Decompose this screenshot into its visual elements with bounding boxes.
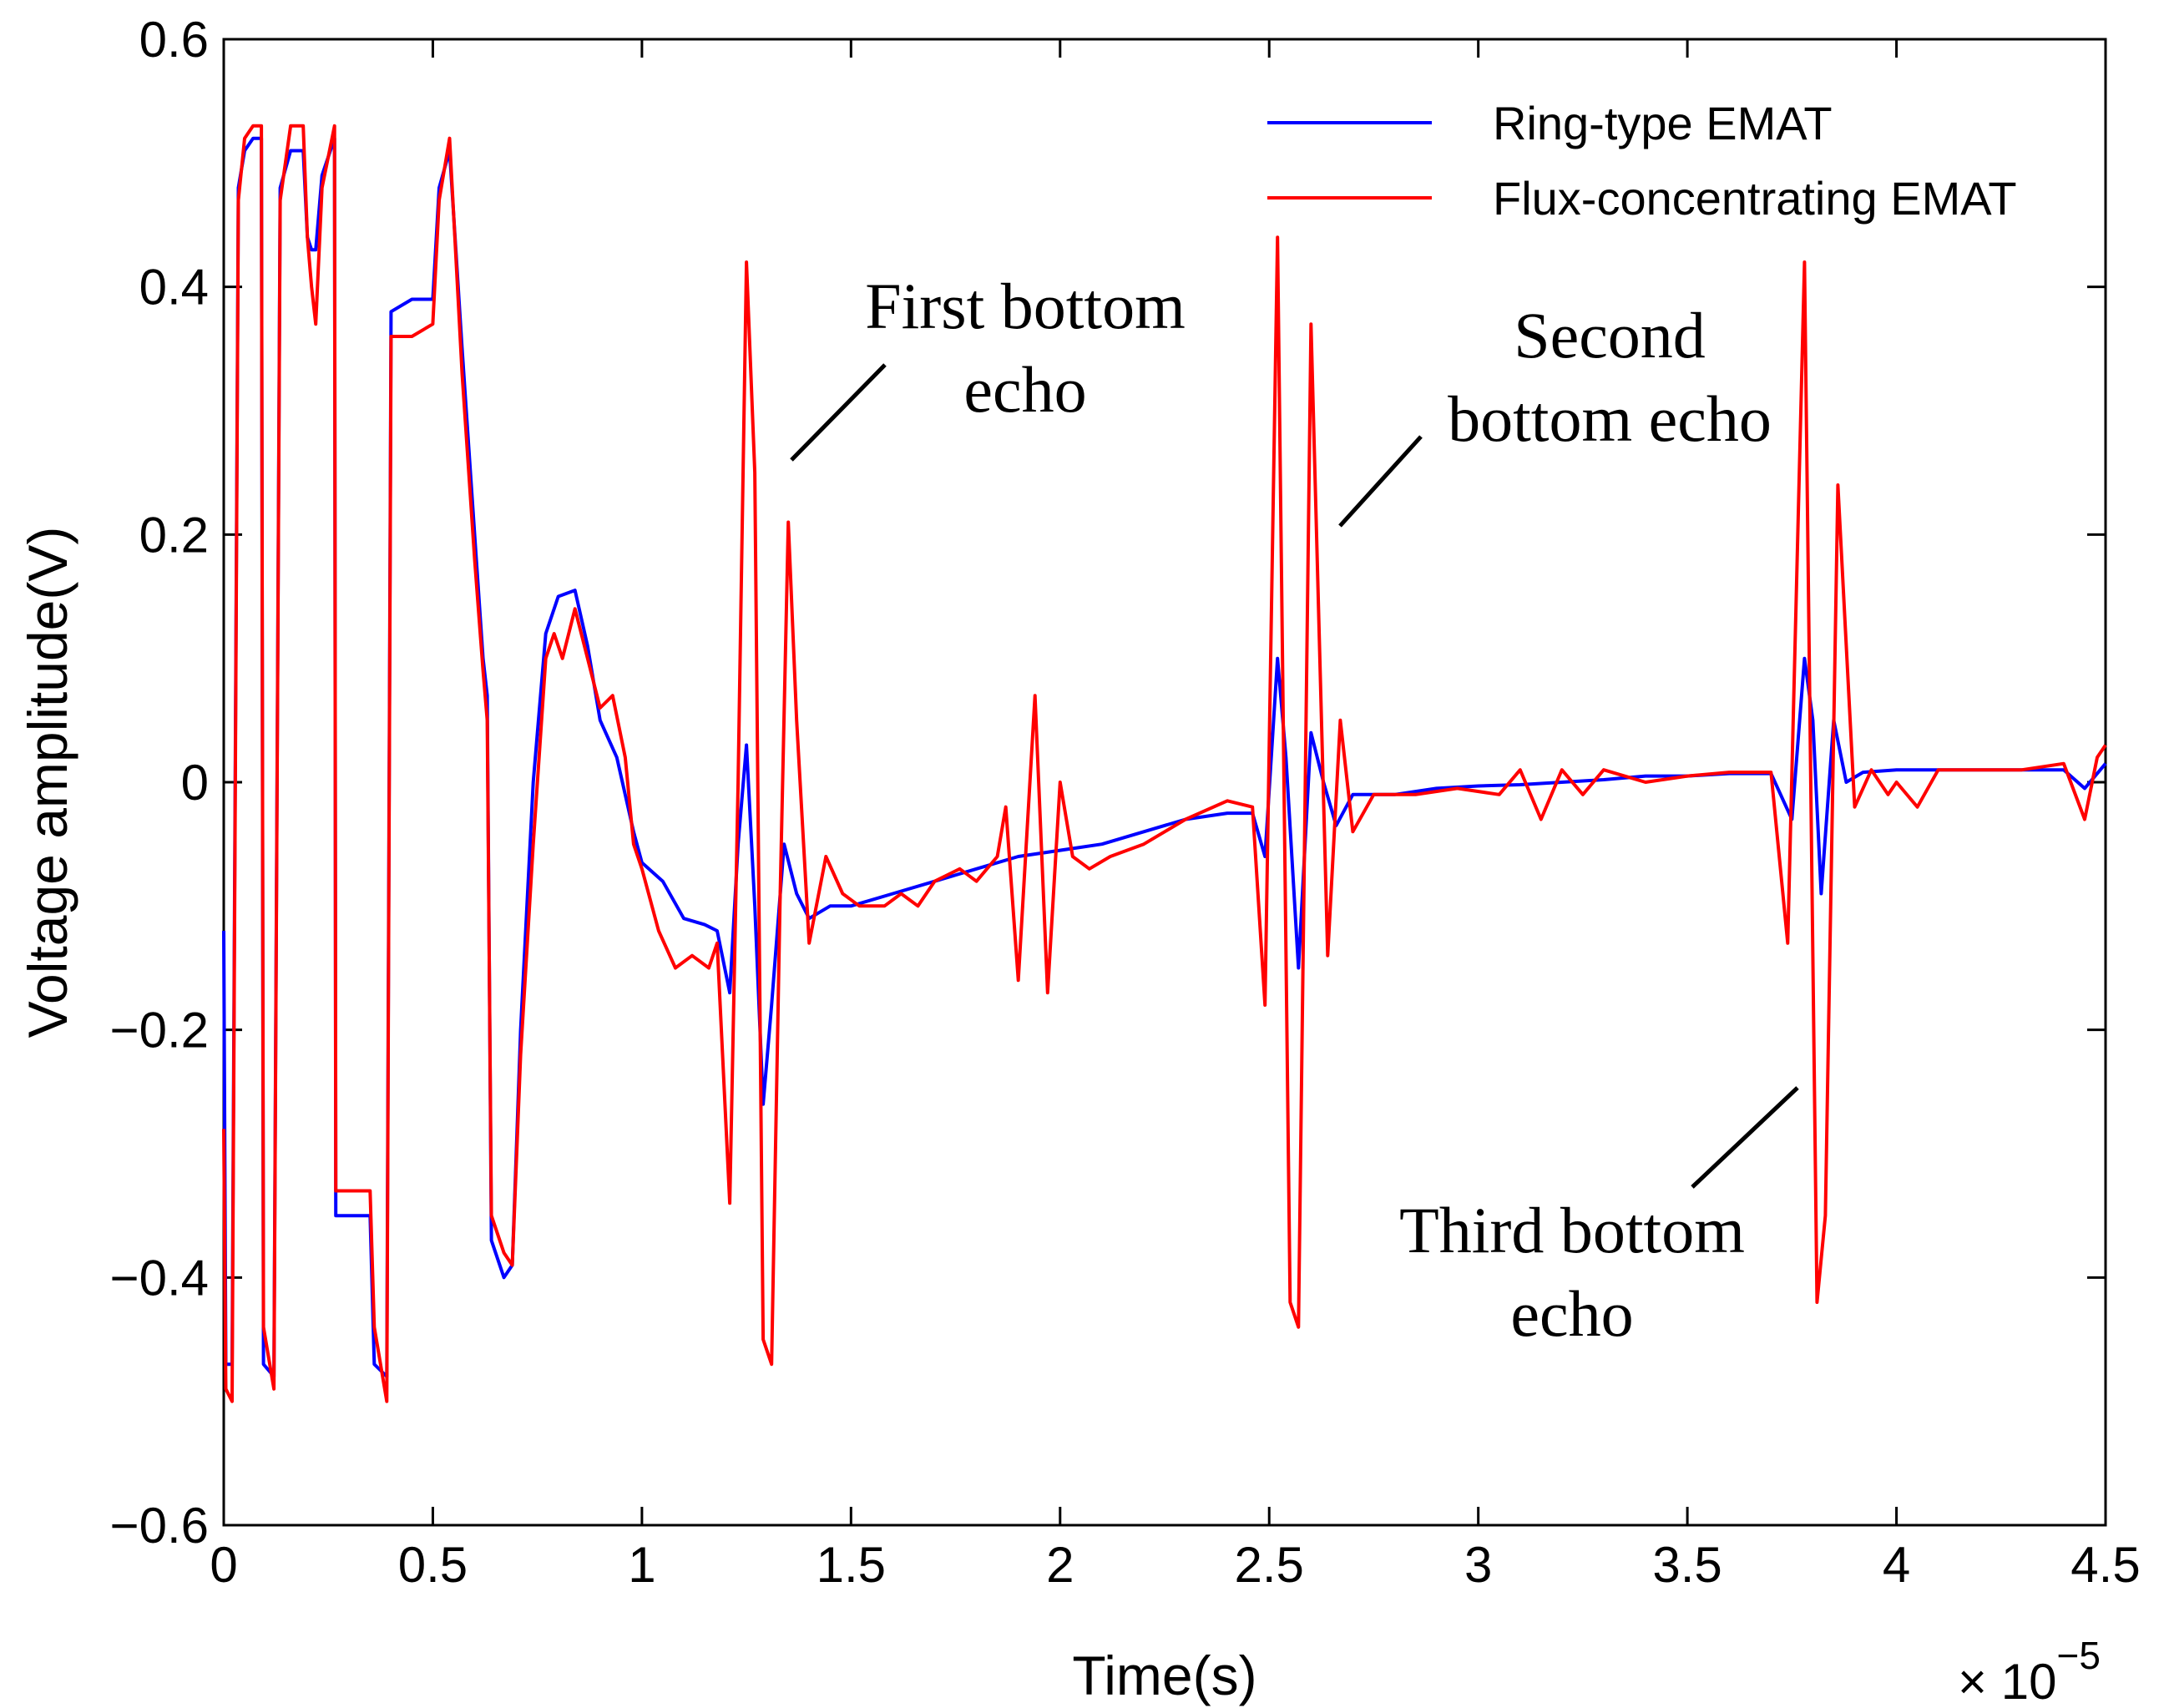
- legend-label-flux: Flux-concentrating EMAT: [1493, 172, 2017, 225]
- y-tick-label: 0.2: [139, 507, 209, 563]
- data-series: [222, 124, 2107, 1403]
- annotation-second-echo: Second bottom echo: [1338, 299, 1772, 528]
- y-tick-label: −0.6: [110, 1498, 209, 1554]
- x-multiplier-base: × 10: [1958, 1654, 2056, 1708]
- x-tick-label: 1.5: [817, 1537, 886, 1593]
- x-tick-label: 4: [1883, 1537, 1910, 1593]
- y-tick-label: −0.2: [110, 1003, 209, 1059]
- axis-ticks: 0 0.5 1 1.5 2 2.5 3 3.5 4 4.5 −0.6 −0.4 −0.2 0 0.2 0.4 0…: [110, 12, 2141, 1593]
- legend-label-ring: Ring-type EMAT: [1493, 97, 1833, 149]
- x-tick-label: 1: [628, 1537, 655, 1593]
- x-tick-label: 2.5: [1235, 1537, 1304, 1593]
- x-tick-label: 3.5: [1652, 1537, 1722, 1593]
- annotation-first-echo: First bottom echo: [790, 270, 1186, 462]
- x-tick-label: 0.5: [398, 1537, 468, 1593]
- y-tick-label: −0.4: [110, 1250, 209, 1306]
- x-axis-title: Time(s): [1072, 1645, 1256, 1706]
- annotation-second-echo-pointer: [1338, 435, 1423, 528]
- x-tick-label: 4.5: [2070, 1537, 2140, 1593]
- annotation-third-echo-line2: echo: [1510, 1277, 1633, 1350]
- y-tick-label: 0.6: [139, 12, 209, 68]
- x-tick-label: 3: [1464, 1537, 1492, 1593]
- annotation-second-echo-line2: bottom echo: [1448, 382, 1772, 455]
- y-tick-label: 0.4: [139, 260, 209, 316]
- y-axis-title: Voltage amplitude(V): [17, 527, 78, 1038]
- annotation-third-echo-pointer: [1691, 1086, 1799, 1189]
- x-multiplier-exponent: −5: [2056, 1634, 2100, 1677]
- series-line-flux-concentrating: [222, 124, 2107, 1403]
- x-tick-label: 0: [210, 1537, 237, 1593]
- annotation-third-echo: Third bottom echo: [1399, 1086, 1799, 1350]
- annotation-third-echo-line1: Third bottom: [1399, 1194, 1745, 1266]
- x-multiplier: × 10−5: [1958, 1634, 2101, 1708]
- legend: Ring-type EMAT Flux-concentrating EMAT: [1267, 97, 2017, 225]
- x-tick-label: 2: [1046, 1537, 1074, 1593]
- y-tick-label: 0: [181, 755, 209, 811]
- annotation-first-echo-pointer: [790, 363, 887, 462]
- annotation-first-echo-line1: First bottom: [865, 270, 1186, 342]
- annotation-second-echo-line1: Second: [1514, 299, 1706, 371]
- annotation-first-echo-line2: echo: [963, 353, 1086, 426]
